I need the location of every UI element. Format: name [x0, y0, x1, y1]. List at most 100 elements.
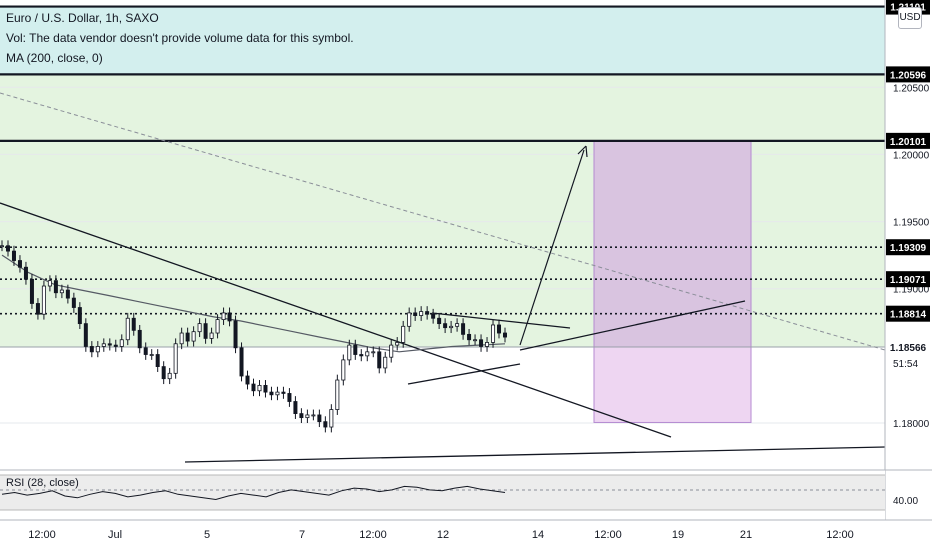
- rsi-band: [0, 475, 885, 510]
- candle-body-10: [59, 289, 64, 294]
- price-candles[interactable]: [0, 240, 507, 433]
- candle-body-78: [467, 333, 472, 341]
- time-axis[interactable]: [0, 520, 932, 550]
- time-axis-ticks: 12:00 Jul 5 7 12:00 12 14 12:00 19 21 12:00: [28, 529, 854, 541]
- price-tick-3: 1.19000: [893, 285, 930, 296]
- candle-body-32: [191, 331, 196, 342]
- candle-body-80: [479, 339, 484, 347]
- candle-body-30: [179, 332, 184, 345]
- triangle-upper-line[interactable]: [431, 312, 571, 329]
- candle-body-61: [365, 351, 370, 357]
- candle-body-6: [35, 303, 40, 315]
- rsi-label: RSI (28, close): [6, 477, 79, 489]
- level-label-1: 1.20596: [890, 70, 927, 81]
- candle-body-0: [0, 245, 4, 248]
- price-levels[interactable]: [0, 5, 885, 348]
- price-tick-0: 1.20500: [893, 83, 930, 94]
- level-label-5: 1.18814: [890, 310, 927, 321]
- candle-body-43: [257, 384, 262, 392]
- target-box-upper[interactable]: [593, 140, 752, 348]
- projection-arrow-line[interactable]: [519, 149, 585, 346]
- candle-body-82: [491, 324, 496, 343]
- price-tick-1: 1.20000: [893, 150, 930, 161]
- level-label-bg-5: [886, 305, 930, 322]
- price-tick-4: 1.18000: [893, 419, 930, 430]
- candle-body-8: [47, 280, 52, 287]
- triangle-lower-line[interactable]: [407, 363, 521, 385]
- candle-body-38: [227, 312, 232, 322]
- candle-body-21: [125, 317, 130, 341]
- cyan-zone: [0, 6, 885, 75]
- candle-body-83: [497, 324, 502, 334]
- ascending-support-line[interactable]: [184, 446, 886, 463]
- candle-body-9: [53, 280, 58, 294]
- time-tick-9: 21: [740, 529, 752, 541]
- level-label-bg-2: [886, 132, 930, 149]
- candle-body-14: [83, 323, 88, 347]
- candle-body-84: [502, 332, 507, 338]
- candle-body-39: [233, 320, 238, 349]
- candle-body-16: [95, 346, 100, 353]
- candle-body-57: [341, 359, 346, 381]
- ma-200-line[interactable]: [1, 254, 506, 353]
- candle-body-47: [281, 391, 286, 394]
- projection-arrow-head: [577, 145, 588, 158]
- time-tick-10: 12:00: [826, 529, 854, 541]
- candle-body-70: [419, 311, 424, 316]
- candle-body-51: [305, 414, 310, 419]
- candle-body-31: [185, 332, 190, 342]
- price-axis-ticks: 1.20500 1.20000 1.19500 1.19000 1.18000: [893, 83, 930, 430]
- candle-body-46: [275, 391, 280, 396]
- candle-body-50: [299, 413, 304, 419]
- time-tick-6: 14: [532, 529, 544, 541]
- candle-body-71: [425, 311, 430, 315]
- candle-body-12: [71, 297, 76, 308]
- target-box-lower[interactable]: [593, 346, 752, 423]
- rsi-line[interactable]: [1, 485, 506, 501]
- time-tick-0: 12:00: [28, 529, 56, 541]
- legend-symbol[interactable]: Euro / U.S. Dollar, 1h, SAXO: [6, 11, 159, 25]
- candle-body-62: [371, 351, 376, 354]
- candle-body-68: [407, 312, 412, 327]
- candle-body-25: [149, 354, 154, 356]
- candle-body-48: [287, 393, 292, 402]
- candle-body-66: [395, 342, 400, 346]
- candle-body-69: [413, 312, 418, 316]
- candle-body-19: [113, 344, 118, 347]
- candle-body-11: [65, 289, 70, 299]
- candle-body-77: [461, 323, 466, 335]
- candle-body-36: [215, 319, 220, 334]
- candle-body-76: [455, 323, 460, 327]
- currency-badge[interactable]: USD: [898, 7, 922, 29]
- time-tick-2: 5: [204, 529, 210, 541]
- legend-volume-note: Vol: The data vendor doesn't provide vol…: [6, 31, 354, 45]
- level-label-bg-3: [886, 239, 930, 256]
- candle-body-73: [437, 317, 442, 325]
- candle-body-65: [389, 344, 394, 358]
- countdown-label: 51:54: [893, 359, 918, 370]
- candle-body-24: [143, 347, 148, 355]
- candle-body-26: [155, 354, 160, 367]
- ascending-channel-line[interactable]: [519, 300, 746, 351]
- candle-body-5: [29, 278, 34, 304]
- candle-body-23: [137, 329, 142, 349]
- candle-body-67: [401, 325, 406, 343]
- candle-body-59: [353, 344, 358, 355]
- time-tick-8: 19: [672, 529, 684, 541]
- candle-body-55: [329, 409, 334, 428]
- candle-body-28: [167, 372, 172, 380]
- price-tick-2: 1.19500: [893, 218, 930, 229]
- level-label-3: 1.19309: [890, 243, 927, 254]
- level-label-4: 1.19071: [890, 275, 927, 286]
- candle-body-35: [209, 332, 214, 339]
- candle-body-20: [119, 339, 124, 347]
- candle-body-49: [293, 401, 298, 414]
- candle-body-2: [11, 250, 16, 261]
- price-axis[interactable]: [885, 0, 932, 520]
- descending-trend-line[interactable]: [0, 202, 672, 438]
- time-tick-4: 12:00: [359, 529, 387, 541]
- level-label-6: 1.18566: [890, 343, 927, 354]
- legend-ma[interactable]: MA (200, close, 0): [6, 51, 103, 65]
- candle-body-60: [359, 354, 364, 357]
